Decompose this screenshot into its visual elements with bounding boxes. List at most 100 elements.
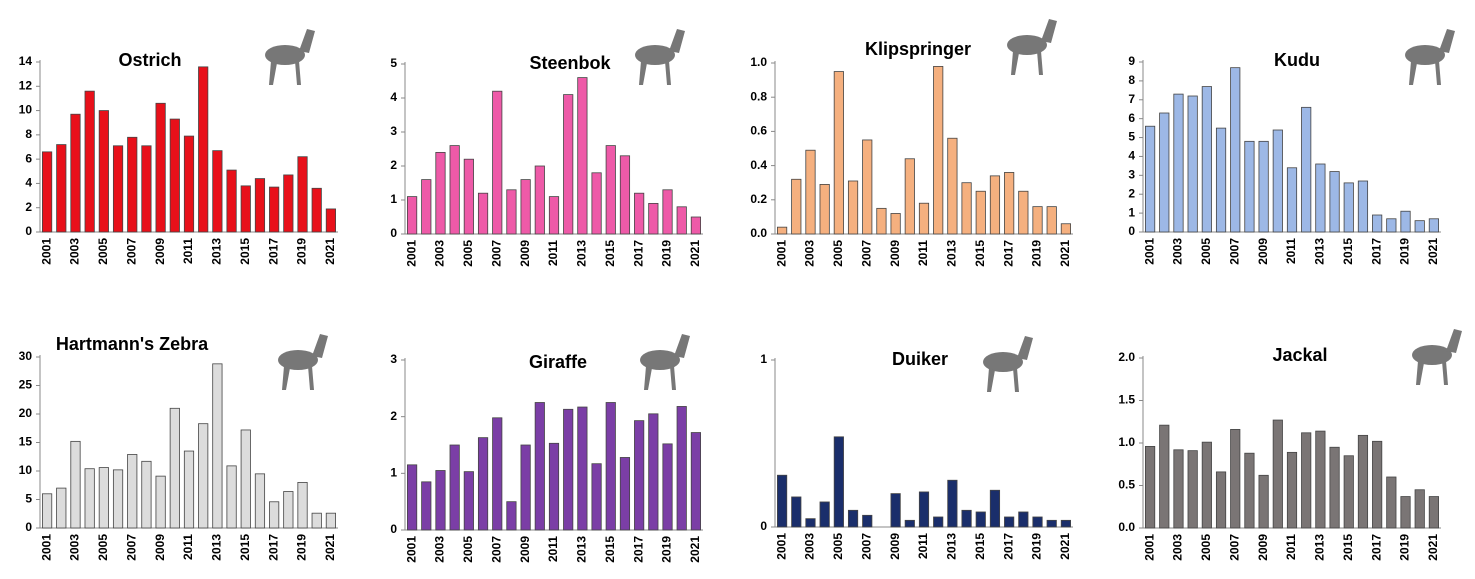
x-tick-label: 2001 <box>774 240 788 267</box>
bar <box>155 102 166 233</box>
bar <box>1414 220 1425 233</box>
bar <box>183 135 195 233</box>
x-tick-label: 2021 <box>323 534 337 561</box>
y-tick-label: 2 <box>25 200 32 214</box>
y-tick-label: 4 <box>25 176 32 190</box>
bar <box>407 464 418 531</box>
bar <box>169 118 180 233</box>
y-tick-label: 0.0 <box>750 226 767 240</box>
bar <box>283 491 294 529</box>
y-tick-label: 12 <box>19 78 33 92</box>
chart-panel: Duiker 0 1 2001 2003 2005 2007 2009 2011 2013 2015… <box>760 336 1073 560</box>
bar <box>833 436 844 528</box>
bar <box>989 489 1001 528</box>
bar <box>1018 190 1029 235</box>
bar <box>70 113 81 233</box>
bar <box>933 516 944 528</box>
bar <box>819 184 830 235</box>
x-tick-label: 2019 <box>295 238 309 265</box>
x-tick-label: 2001 <box>404 536 418 563</box>
bar <box>619 155 631 235</box>
bar <box>421 481 432 531</box>
x-tick-label: 2013 <box>210 534 224 561</box>
y-tick-label: 1.5 <box>1118 393 1135 407</box>
bar <box>634 420 645 531</box>
animal-icon <box>278 334 328 390</box>
bar <box>492 417 503 531</box>
chart-title: Hartmann's Zebra <box>56 334 209 354</box>
bar <box>904 158 915 235</box>
bar <box>212 150 223 233</box>
chart-panel: Hartmann's Zebra 0 5 10 15 20 25 30 2001 2003 2005… <box>19 334 338 561</box>
bar <box>1173 449 1184 529</box>
bar <box>1046 519 1057 528</box>
bar <box>169 407 180 529</box>
bar <box>1046 206 1057 235</box>
y-tick-label: 7 <box>1128 92 1135 106</box>
bar <box>1215 127 1227 233</box>
x-tick-label: 2013 <box>1313 534 1327 561</box>
x-tick-label: 2017 <box>266 534 280 561</box>
x-tick-label: 2011 <box>181 534 195 560</box>
icon-parts <box>1409 29 1455 85</box>
bar <box>98 110 109 233</box>
bar <box>1004 172 1015 235</box>
bar <box>1428 218 1439 233</box>
y-tick-label: 0 <box>1128 224 1135 238</box>
bar <box>506 501 517 531</box>
x-tick-label: 2001 <box>404 240 418 267</box>
chart-panel: Kudu 0 1 2 3 4 5 6 7 8 9 2001 2003 2005 2007 2009 2011 20… <box>1128 29 1455 265</box>
bar <box>1201 86 1212 233</box>
bar <box>648 202 659 235</box>
bar <box>463 158 474 235</box>
icon-body <box>278 350 318 370</box>
y-tick-label: 0.6 <box>750 124 767 138</box>
bar <box>577 77 588 235</box>
y-tick-label: 5 <box>25 492 32 506</box>
x-tick-label: 2019 <box>295 534 309 561</box>
bar <box>548 442 560 531</box>
y-tick-label: 2 <box>390 158 397 172</box>
icon-parts <box>282 334 328 390</box>
bar <box>676 206 687 235</box>
bar <box>534 165 545 235</box>
x-tick-label: 2011 <box>916 533 930 559</box>
x-tick-label: 2013 <box>575 536 589 563</box>
bar <box>904 519 915 528</box>
x-tick-label: 2001 <box>1142 238 1156 265</box>
bar <box>492 90 503 235</box>
bar <box>619 457 631 531</box>
bar <box>805 149 816 235</box>
x-tick-label: 2009 <box>888 240 902 267</box>
x-tick-label: 2001 <box>1142 534 1156 561</box>
bar <box>155 475 166 529</box>
bar <box>1400 210 1411 233</box>
y-tick-label: 0.2 <box>750 192 767 206</box>
icon-body <box>1007 35 1047 55</box>
bar <box>112 469 124 529</box>
bar <box>847 180 859 235</box>
x-tick-label: 2011 <box>181 238 195 264</box>
x-tick-label: 2009 <box>518 240 532 267</box>
bar <box>975 511 986 528</box>
bar <box>833 71 844 235</box>
bar <box>112 145 124 233</box>
x-tick-label: 2007 <box>1227 238 1241 265</box>
x-tick-label: 2019 <box>660 536 674 563</box>
icon-parts <box>1011 19 1057 75</box>
icon-body <box>1412 345 1452 365</box>
bar <box>311 187 322 233</box>
x-tick-label: 2017 <box>631 240 645 267</box>
chart-panel: Ostrich 0 2 4 6 8 10 12 14 2001 2003 2005 2007 2009 20… <box>19 29 338 265</box>
x-tick-label: 2021 <box>323 238 337 265</box>
icon-body <box>265 45 305 65</box>
bar <box>506 189 517 235</box>
bar <box>1272 129 1283 233</box>
x-tick-label: 2003 <box>433 536 447 563</box>
bar <box>477 192 489 235</box>
bar <box>463 471 474 531</box>
chart-title: Giraffe <box>529 352 587 372</box>
x-tick-label: 2021 <box>1426 238 1440 265</box>
icon-body <box>640 350 680 370</box>
x-tick-label: 2015 <box>603 240 617 267</box>
